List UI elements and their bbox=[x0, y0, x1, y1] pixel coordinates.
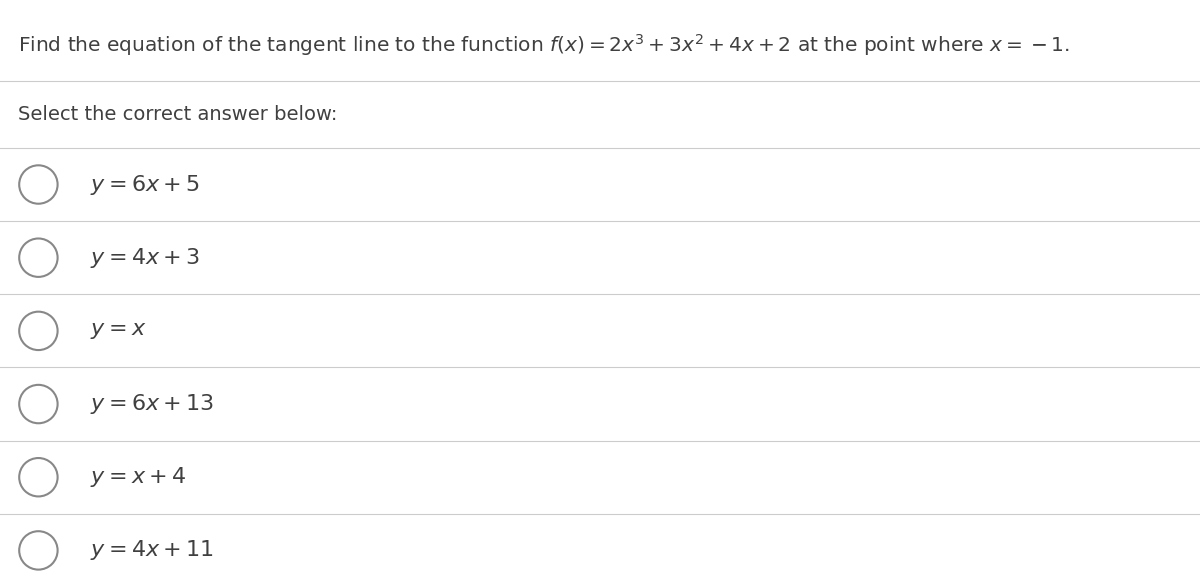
Text: Find the equation of the tangent line to the function $f(x) = 2x^3 + 3x^2 + 4x +: Find the equation of the tangent line to… bbox=[18, 32, 1070, 58]
Text: $y = x$: $y = x$ bbox=[90, 321, 146, 341]
Text: $y = x + 4$: $y = x + 4$ bbox=[90, 465, 186, 489]
Text: $y = 6x + 5$: $y = 6x + 5$ bbox=[90, 173, 200, 197]
Text: $y = 4x + 3$: $y = 4x + 3$ bbox=[90, 246, 200, 269]
Text: $y = 6x + 13$: $y = 6x + 13$ bbox=[90, 392, 214, 416]
Text: $y = 4x + 11$: $y = 4x + 11$ bbox=[90, 538, 214, 562]
Text: Select the correct answer below:: Select the correct answer below: bbox=[18, 105, 337, 124]
